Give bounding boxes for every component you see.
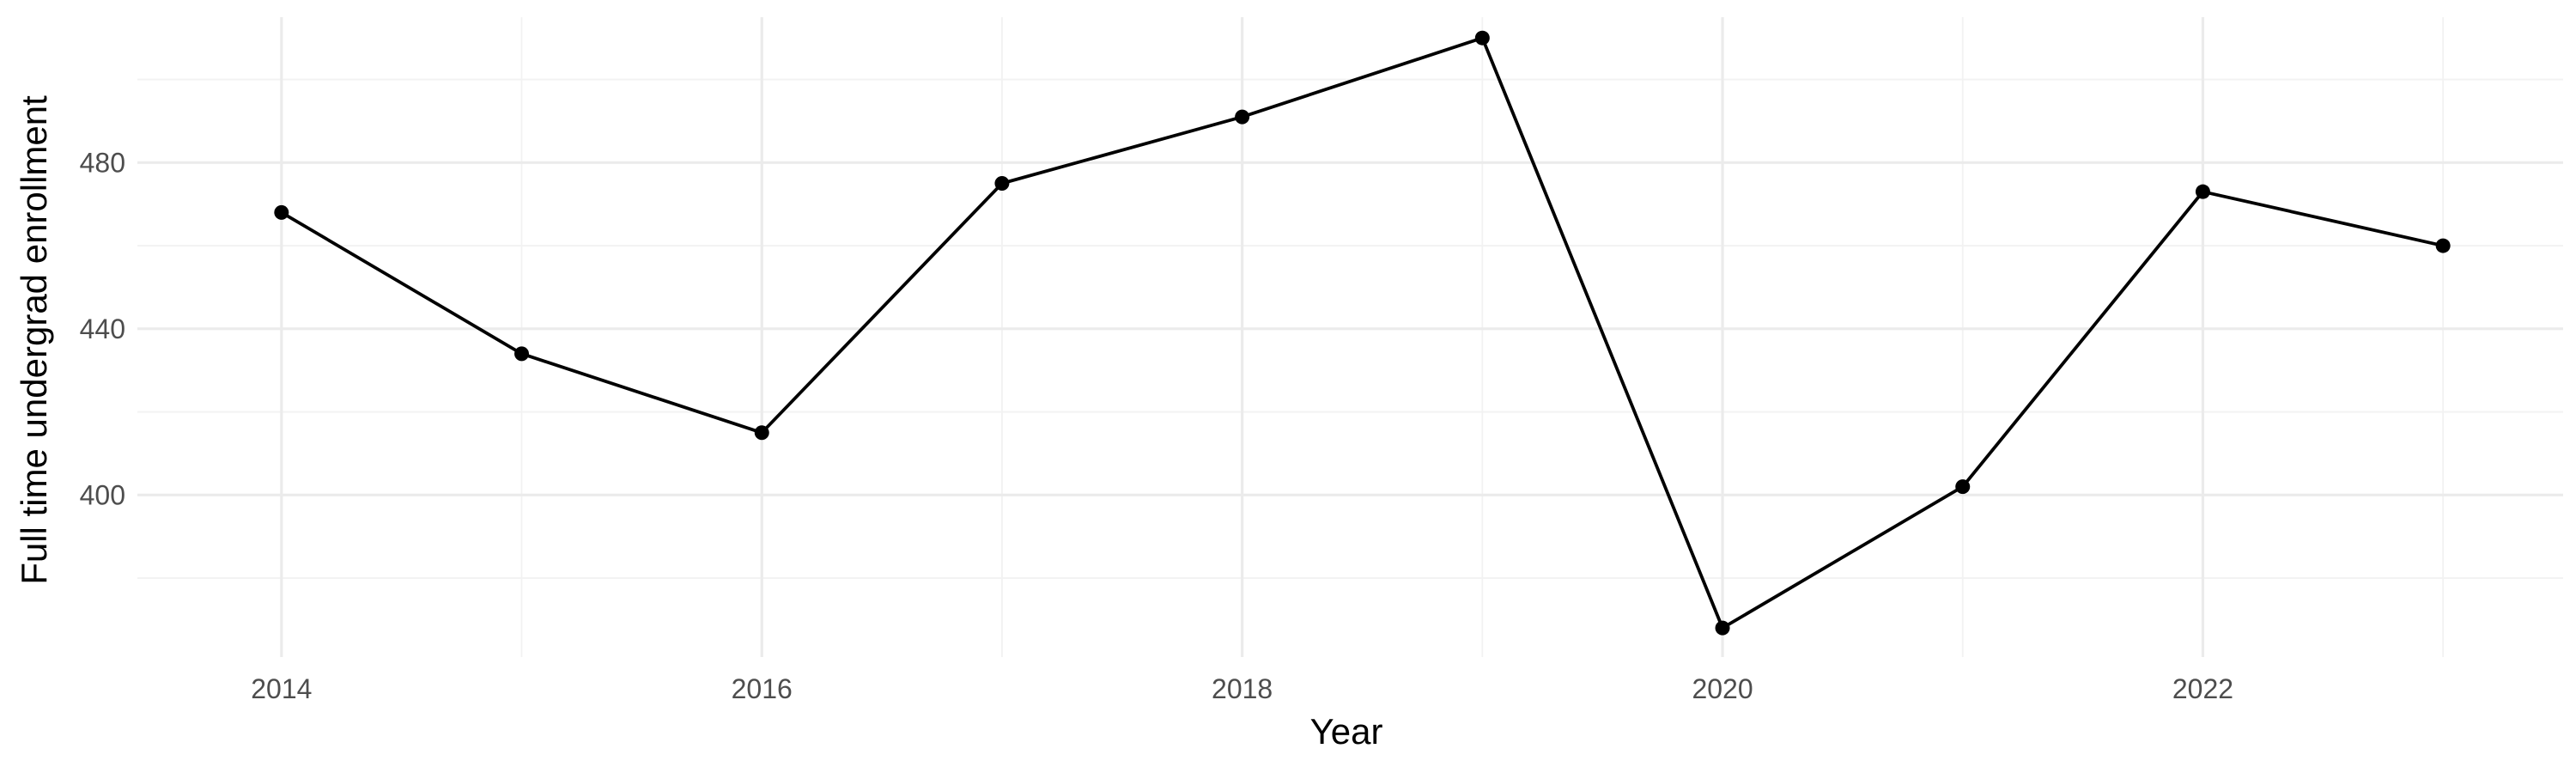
grid — [137, 17, 2563, 657]
x-axis-tick-labels: 2014 2016 2018 2020 2022 — [251, 673, 2233, 704]
y-axis-title: Full time undergrad enrollment — [14, 95, 54, 585]
data-point — [514, 346, 530, 362]
y-tick-label: 480 — [80, 147, 125, 178]
y-tick-label: 440 — [80, 313, 125, 344]
data-point — [1715, 620, 1730, 636]
x-axis-title: Year — [1310, 711, 1383, 752]
x-tick-label: 2020 — [1692, 673, 1753, 704]
y-tick-label: 400 — [80, 479, 125, 510]
x-tick-label: 2018 — [1212, 673, 1273, 704]
x-tick-label: 2014 — [251, 673, 312, 704]
x-tick-label: 2016 — [732, 673, 793, 704]
data-point — [1235, 109, 1250, 125]
data-point — [2195, 184, 2210, 199]
series-line — [279, 36, 2445, 630]
data-point — [1474, 30, 1490, 46]
data-point — [1955, 479, 1971, 495]
data-point — [274, 204, 289, 220]
data-point — [754, 425, 769, 441]
y-axis-tick-labels: 400 440 480 — [80, 147, 125, 510]
series-layer — [274, 30, 2451, 636]
data-point — [994, 176, 1010, 192]
x-tick-label: 2022 — [2172, 673, 2233, 704]
data-point — [2435, 238, 2451, 253]
